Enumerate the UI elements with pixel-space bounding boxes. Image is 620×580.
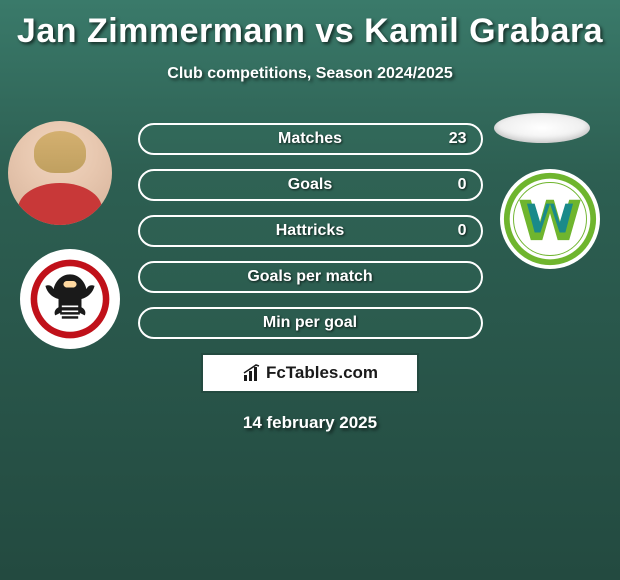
player-right-avatar xyxy=(494,113,590,143)
player-left-avatar xyxy=(8,121,112,225)
stat-row-matches: Matches 23 xyxy=(138,123,483,155)
stat-label: Hattricks xyxy=(276,222,344,240)
stat-label: Goals xyxy=(288,176,332,194)
comparison-title: Jan Zimmermann vs Kamil Grabara xyxy=(0,0,620,51)
player-right-club-badge xyxy=(500,169,600,269)
wolfsburg-badge-icon xyxy=(502,171,598,267)
brand-text: FcTables.com xyxy=(266,363,378,383)
stat-value: 0 xyxy=(458,176,467,194)
content-row: Matches 23 Goals 0 Hattricks 0 Goals per… xyxy=(0,121,620,433)
stat-row-goals: Goals 0 xyxy=(138,169,483,201)
stat-row-goals-per-match: Goals per match xyxy=(138,261,483,293)
stat-label: Matches xyxy=(278,130,342,148)
snapshot-date: 14 february 2025 xyxy=(0,413,620,433)
brand-box: FcTables.com xyxy=(201,353,419,393)
stat-row-min-per-goal: Min per goal xyxy=(138,307,483,339)
stat-row-hattricks: Hattricks 0 xyxy=(138,215,483,247)
player-left-club-badge xyxy=(20,249,120,349)
stat-value: 23 xyxy=(449,130,467,148)
eintracht-badge-icon xyxy=(29,258,111,340)
season-subtitle: Club competitions, Season 2024/2025 xyxy=(0,65,620,83)
stat-label: Min per goal xyxy=(263,314,357,332)
stat-value: 0 xyxy=(458,222,467,240)
stats-column: Matches 23 Goals 0 Hattricks 0 Goals per… xyxy=(138,121,483,339)
stat-label: Goals per match xyxy=(247,268,372,286)
chart-icon xyxy=(242,363,262,383)
